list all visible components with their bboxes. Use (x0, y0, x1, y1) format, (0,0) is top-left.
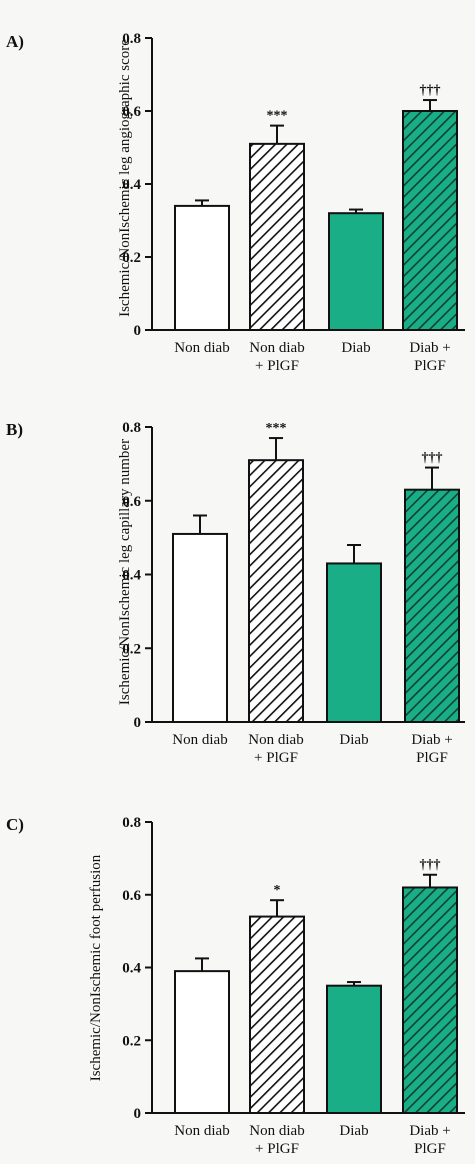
bar (248, 459, 304, 723)
panel-c: C) Ischemic/NonIschemic foot perfusion 0… (6, 815, 465, 1157)
bar (174, 204, 230, 331)
x-category-label: Diab + (411, 732, 452, 748)
x-category-label: PlGF (414, 358, 446, 374)
x-category-label: Non diab (172, 732, 227, 748)
significance-marker: ††† (422, 451, 443, 466)
x-category-label: Non diab (248, 732, 303, 748)
bar (326, 562, 382, 723)
significance-marker: * (274, 883, 281, 898)
panel-label: A) (6, 32, 24, 51)
significance-marker: ††† (420, 83, 441, 98)
panel-label: B) (6, 420, 23, 439)
y-tick-label: 0.6 (122, 888, 141, 904)
x-category-label: + PlGF (255, 358, 299, 374)
x-category-label: Diab + (409, 340, 450, 356)
bar (249, 915, 305, 1115)
panel-b: B) Ischemic/NonIschemic leg capillary nu… (6, 420, 465, 766)
bar (172, 532, 228, 723)
x-category-label: PlGF (414, 1141, 446, 1157)
bar (402, 886, 458, 1114)
significance-marker: *** (266, 421, 287, 436)
x-category-label: Non diab (249, 340, 304, 356)
bar (249, 142, 305, 331)
bar (404, 488, 460, 723)
y-axis-label: Ischemic/NonIschemic leg capillary numbe… (117, 439, 133, 705)
x-category-label: Non diab (174, 340, 229, 356)
y-tick-label: 0.4 (122, 568, 141, 584)
y-tick-label: 0.4 (122, 177, 141, 193)
y-tick-label: 0 (134, 1106, 142, 1122)
bar (402, 110, 458, 331)
y-tick-label: 0.6 (122, 104, 141, 120)
y-tick-label: 0 (134, 323, 142, 339)
y-axis-label: Ischemic/NonIschemic leg angiographic sc… (117, 39, 133, 317)
y-tick-label: 0.8 (122, 420, 141, 436)
x-category-label: Diab (339, 1123, 368, 1139)
x-category-label: Non diab (174, 1123, 229, 1139)
y-tick-label: 0.4 (122, 961, 141, 977)
y-tick-label: 0.2 (122, 250, 141, 266)
panel-a: A) Ischemic/NonIschemic leg angiographic… (6, 31, 465, 374)
y-tick-label: 0.6 (122, 494, 141, 510)
y-tick-label: 0.8 (122, 815, 141, 831)
significance-marker: ††† (420, 858, 441, 873)
x-category-label: Diab (339, 732, 368, 748)
bar (174, 970, 230, 1115)
x-category-label: Diab (341, 340, 370, 356)
bar (326, 984, 382, 1114)
x-category-label: PlGF (416, 750, 448, 766)
y-tick-label: 0.8 (122, 31, 141, 47)
y-tick-label: 0 (134, 715, 142, 731)
x-category-label: Non diab (249, 1123, 304, 1139)
y-axis-label: Ischemic/NonIschemic foot perfusion (88, 854, 104, 1081)
y-tick-label: 0.2 (122, 641, 141, 657)
bar (328, 212, 384, 331)
significance-marker: *** (267, 109, 288, 124)
y-tick-label: 0.2 (122, 1033, 141, 1049)
x-category-label: Diab + (409, 1123, 450, 1139)
x-category-label: + PlGF (255, 1141, 299, 1157)
panel-label: C) (6, 815, 24, 834)
x-category-label: + PlGF (254, 750, 298, 766)
